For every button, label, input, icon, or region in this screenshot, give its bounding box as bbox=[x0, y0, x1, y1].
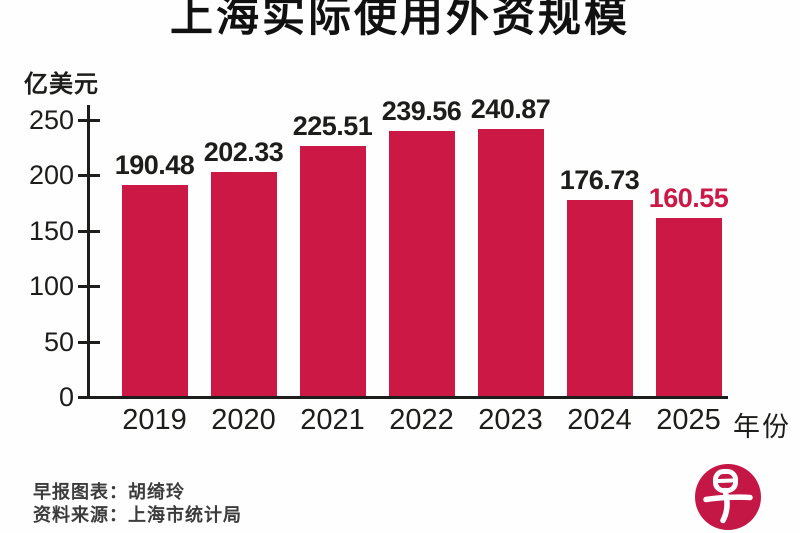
y-axis-tick bbox=[78, 229, 100, 233]
y-axis-tick-label: 50 bbox=[43, 326, 74, 357]
x-axis-tick-label: 2025 bbox=[656, 404, 721, 436]
bar-value-label: 225.51 bbox=[292, 111, 373, 142]
y-axis-tick bbox=[78, 119, 100, 122]
chart-title: 上海实际使用外资规模 bbox=[170, 0, 630, 41]
bar-2024 bbox=[566, 200, 633, 396]
zaobao-logo bbox=[695, 464, 761, 530]
bar-value-label: 240.87 bbox=[470, 94, 551, 125]
bar-value-label: 239.56 bbox=[381, 95, 462, 126]
y-axis-tick-label: 0 bbox=[58, 382, 74, 412]
x-axis-line bbox=[85, 396, 728, 399]
y-axis-tick bbox=[78, 285, 100, 289]
y-axis-tick bbox=[78, 340, 100, 344]
y-axis-tick-label: 200 bbox=[28, 160, 74, 191]
x-axis-tick-label: 2019 bbox=[122, 404, 187, 436]
y-axis-tick-label: 150 bbox=[28, 215, 74, 246]
bar-2023 bbox=[477, 129, 544, 396]
chart-source: 资料来源：上海市统计局 bbox=[33, 505, 242, 525]
bar-value-label: 190.48 bbox=[114, 149, 195, 180]
bar-2021 bbox=[299, 146, 366, 396]
x-axis-tick-label: 2024 bbox=[567, 404, 632, 436]
bar-value-label: 202.33 bbox=[203, 136, 284, 167]
x-axis-tick-label: 2020 bbox=[211, 404, 276, 436]
y-axis-tick bbox=[78, 174, 100, 178]
bar-2020 bbox=[210, 171, 277, 396]
y-axis-line bbox=[86, 105, 90, 399]
zaobao-logo-glyph bbox=[703, 469, 753, 524]
bar-2022 bbox=[388, 130, 455, 396]
bar-value-label: 160.55 bbox=[648, 183, 729, 214]
x-axis-tick-label: 2023 bbox=[478, 404, 543, 436]
chart-credit: 早报图表：胡绮玲 bbox=[33, 482, 185, 502]
x-axis-unit-label: 年份 bbox=[733, 412, 791, 442]
bar-value-label: 176.73 bbox=[559, 165, 640, 196]
y-axis-tick-label: 100 bbox=[28, 271, 74, 302]
bar-2025 bbox=[655, 218, 722, 396]
y-axis-tick-label: 250 bbox=[28, 105, 74, 135]
y-axis-tick bbox=[78, 396, 100, 399]
bar-2019 bbox=[121, 184, 188, 396]
x-axis-tick-label: 2021 bbox=[300, 404, 365, 436]
chart-footer: 早报图表：胡绮玲 资料来源：上海市统计局 bbox=[33, 481, 242, 527]
y-axis-unit-label: 亿美元 bbox=[24, 71, 99, 98]
x-axis-tick-label: 2022 bbox=[389, 404, 454, 436]
